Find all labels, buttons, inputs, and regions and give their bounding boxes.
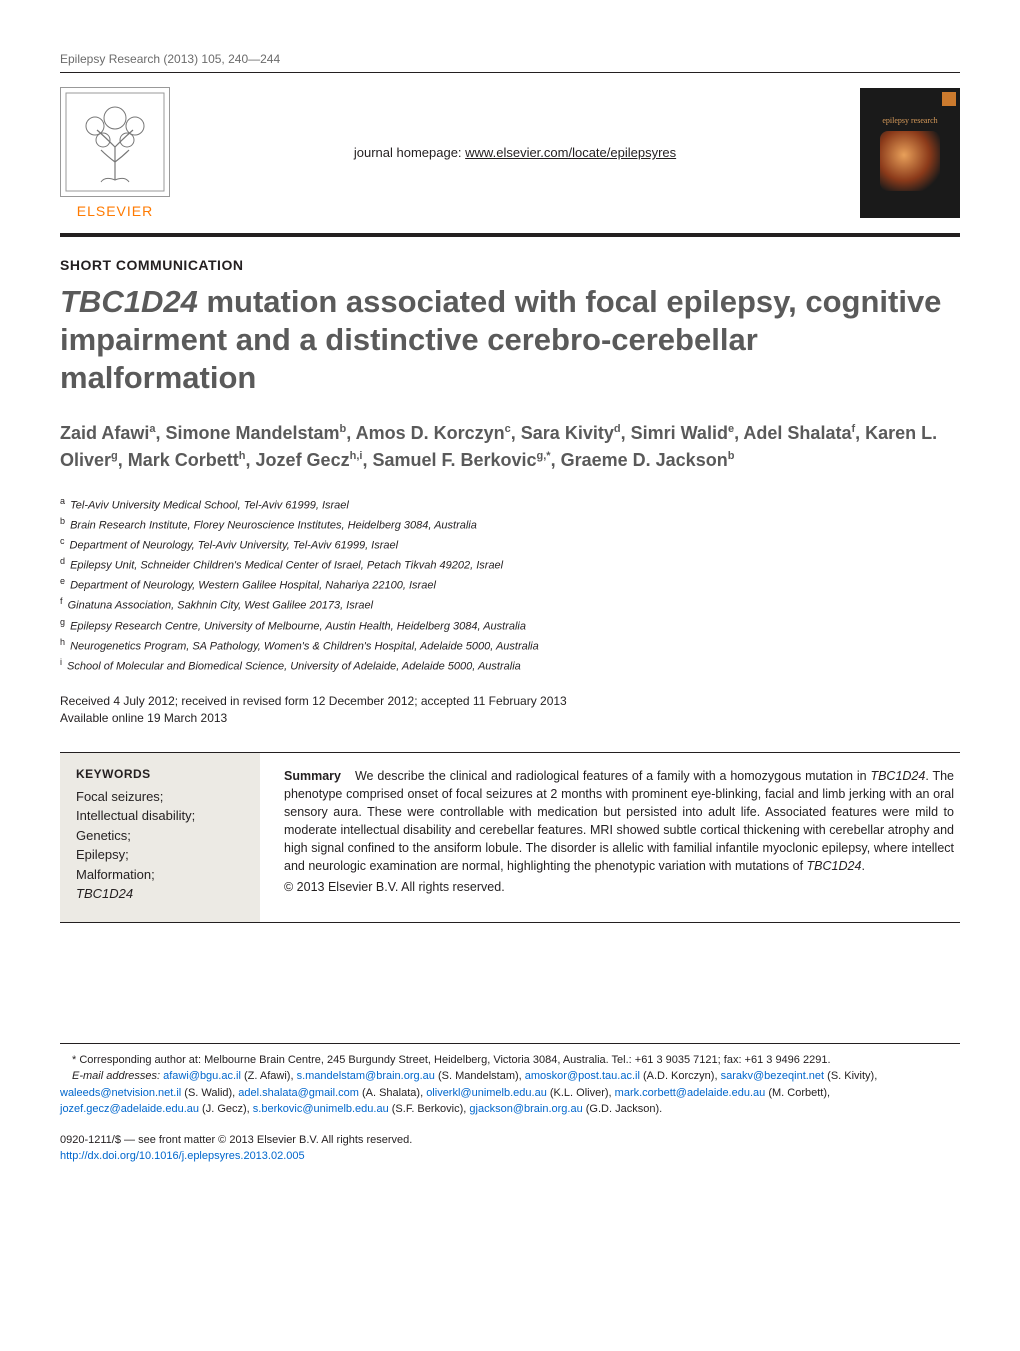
journal-cover-thumb: epilepsy research <box>860 88 960 218</box>
email-owner: (K.L. Oliver) <box>547 1087 609 1099</box>
email-owner: (S. Kivity) <box>824 1070 874 1082</box>
journal-homepage-wrap: journal homepage: www.elsevier.com/locat… <box>190 144 840 162</box>
doi-block: 0920-1211/$ — see front matter © 2013 El… <box>60 1132 960 1165</box>
email-link[interactable]: s.mandelstam@brain.org.au <box>297 1070 435 1082</box>
corresponding-author: * Corresponding author at: Melbourne Bra… <box>60 1052 960 1069</box>
email-link[interactable]: sarakv@bezeqint.net <box>721 1070 825 1082</box>
cover-art-icon <box>880 131 940 191</box>
keywords-body: Focal seizures;Intellectual disability;G… <box>76 787 244 904</box>
author: Amos D. Korczync <box>356 423 511 443</box>
author: Samuel F. Berkovicg,* <box>372 450 550 470</box>
affiliation-list: a Tel-Aviv University Medical School, Te… <box>60 495 960 675</box>
email-owner: (S. Walid) <box>181 1087 232 1099</box>
keyword: TBC1D24 <box>76 884 244 904</box>
available-online-line: Available online 19 March 2013 <box>60 710 960 727</box>
keyword: Malformation; <box>76 865 244 885</box>
footnotes: * Corresponding author at: Melbourne Bra… <box>60 1043 960 1118</box>
publisher-logo-box: ELSEVIER <box>60 87 170 219</box>
divider-thick <box>60 233 960 237</box>
elsevier-tree-icon <box>60 87 170 197</box>
affiliation: c Department of Neurology, Tel-Aviv Univ… <box>60 535 960 554</box>
email-owner: (Z. Afawi) <box>241 1070 291 1082</box>
doi-link[interactable]: http://dx.doi.org/10.1016/j.eplepsyres.2… <box>60 1150 305 1162</box>
email-addresses: E-mail addresses: afawi@bgu.ac.il (Z. Af… <box>60 1068 960 1118</box>
cover-journal-name: epilepsy research <box>882 116 937 125</box>
keywords-heading: KEYWORDS <box>76 767 244 781</box>
author: Jozef Geczh,i <box>256 450 363 470</box>
article-dates: Received 4 July 2012; received in revise… <box>60 693 960 728</box>
email-owner: (M. Corbett) <box>765 1087 827 1099</box>
author: Simri Walide <box>631 423 734 443</box>
author: Sara Kivityd <box>521 423 621 443</box>
keywords-summary-block: KEYWORDS Focal seizures;Intellectual dis… <box>60 752 960 923</box>
email-owner: (S. Mandelstam) <box>435 1070 519 1082</box>
affiliation: h Neurogenetics Program, SA Pathology, W… <box>60 636 960 655</box>
author: Graeme D. Jacksonb <box>561 450 735 470</box>
email-link[interactable]: mark.corbett@adelaide.edu.au <box>615 1087 766 1099</box>
article-title: TBC1D24 mutation associated with focal e… <box>60 283 960 396</box>
journal-homepage-label: journal homepage: <box>354 145 465 160</box>
title-gene-name: TBC1D24 <box>60 284 198 319</box>
section-label: SHORT COMMUNICATION <box>60 257 960 273</box>
email-owner: (A. Shalata) <box>359 1087 420 1099</box>
author-list: Zaid Afawia, Simone Mandelstamb, Amos D.… <box>60 420 960 472</box>
summary-lead: Summary <box>284 769 341 783</box>
corresponding-text: Melbourne Brain Centre, 245 Burgundy Str… <box>204 1054 830 1066</box>
email-owner: (A.D. Korczyn) <box>640 1070 715 1082</box>
page-root: Epilepsy Research (2013) 105, 240—244 EL… <box>0 0 1020 1205</box>
affiliation: i School of Molecular and Biomedical Sci… <box>60 656 960 675</box>
running-head: Epilepsy Research (2013) 105, 240—244 <box>60 52 960 66</box>
keyword: Genetics; <box>76 826 244 846</box>
email-owner: (S.F. Berkovic) <box>389 1103 464 1115</box>
cover-corner-icon <box>942 92 956 106</box>
email-link[interactable]: s.berkovic@unimelb.edu.au <box>253 1103 389 1115</box>
author: Simone Mandelstamb <box>165 423 346 443</box>
summary-body: We describe the clinical and radiologica… <box>284 769 954 874</box>
keyword: Epilepsy; <box>76 845 244 865</box>
publisher-wordmark: ELSEVIER <box>60 203 170 219</box>
author: Mark Corbetth <box>128 450 246 470</box>
email-label: E-mail addresses: <box>72 1070 163 1082</box>
email-owner: (J. Gecz) <box>199 1103 247 1115</box>
email-link[interactable]: afawi@bgu.ac.il <box>163 1070 241 1082</box>
journal-homepage-link[interactable]: www.elsevier.com/locate/epilepsyres <box>465 145 676 160</box>
email-owner: (G.D. Jackson) <box>583 1103 659 1115</box>
affiliation: g Epilepsy Research Centre, University o… <box>60 616 960 635</box>
affiliation: e Department of Neurology, Western Galil… <box>60 575 960 594</box>
keywords-box: KEYWORDS Focal seizures;Intellectual dis… <box>60 753 260 922</box>
front-matter-line: 0920-1211/$ — see front matter © 2013 El… <box>60 1132 960 1149</box>
header-row: ELSEVIER journal homepage: www.elsevier.… <box>60 87 960 219</box>
corresponding-label: * Corresponding author at: <box>72 1054 204 1066</box>
affiliation: f Ginatuna Association, Sakhnin City, We… <box>60 595 960 614</box>
summary-box: SummaryWe describe the clinical and radi… <box>284 753 960 922</box>
copyright-line: © 2013 Elsevier B.V. All rights reserved… <box>284 878 954 896</box>
affiliation: d Epilepsy Unit, Schneider Children's Me… <box>60 555 960 574</box>
email-link[interactable]: jozef.gecz@adelaide.edu.au <box>60 1103 199 1115</box>
affiliation: a Tel-Aviv University Medical School, Te… <box>60 495 960 514</box>
received-line: Received 4 July 2012; received in revise… <box>60 693 960 710</box>
email-link[interactable]: amoskor@post.tau.ac.il <box>525 1070 640 1082</box>
author: Adel Shalataf <box>743 423 855 443</box>
author: Zaid Afawia <box>60 423 155 443</box>
email-link[interactable]: oliverkl@unimelb.edu.au <box>426 1087 547 1099</box>
email-link[interactable]: gjackson@brain.org.au <box>469 1103 582 1115</box>
divider-top <box>60 72 960 73</box>
keyword: Intellectual disability; <box>76 806 244 826</box>
email-link[interactable]: waleeds@netvision.net.il <box>60 1087 181 1099</box>
email-link[interactable]: adel.shalata@gmail.com <box>238 1087 359 1099</box>
affiliation: b Brain Research Institute, Florey Neuro… <box>60 515 960 534</box>
keyword: Focal seizures; <box>76 787 244 807</box>
